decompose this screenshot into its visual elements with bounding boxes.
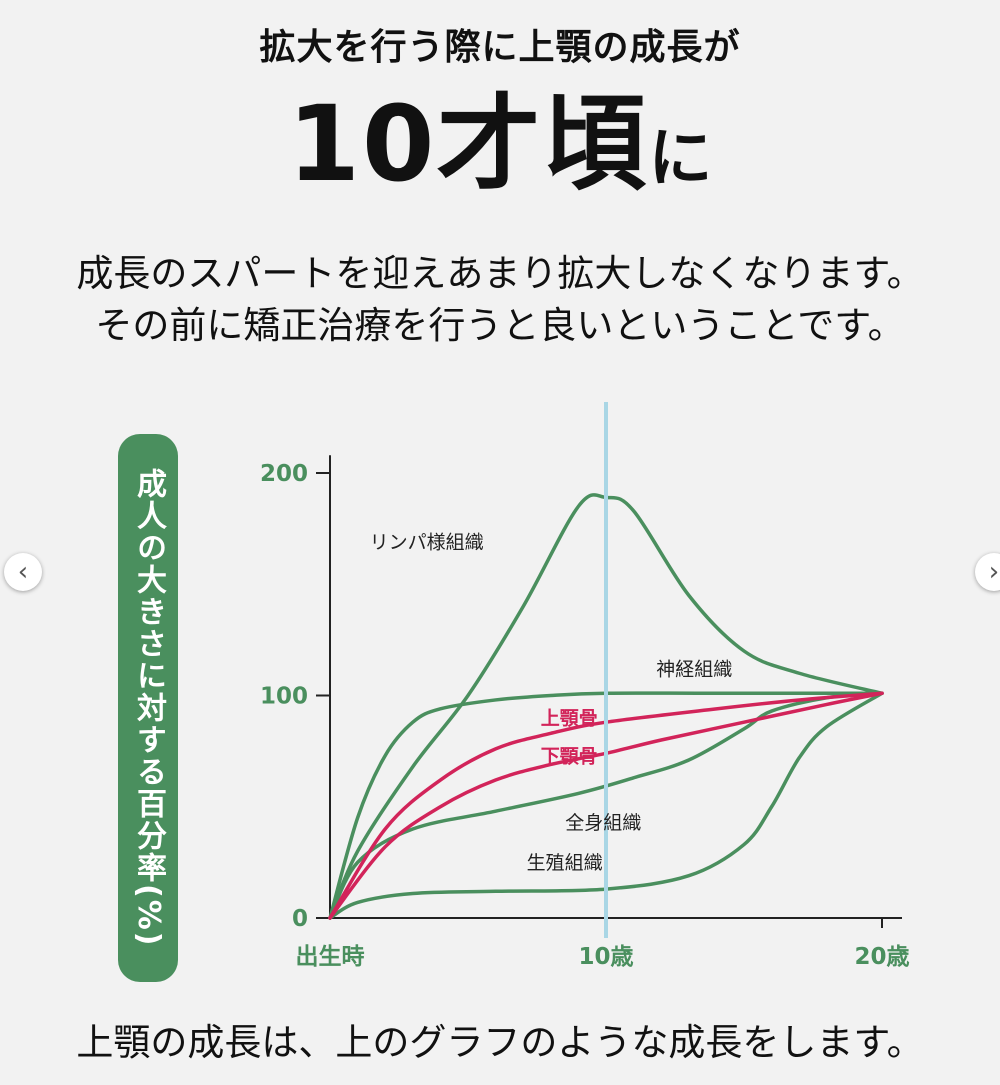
footer-caption: 上顎の成長は、上のグラフのような成長をします。	[76, 1021, 924, 1064]
y-tick-label: 100	[260, 684, 308, 710]
carousel-next-button[interactable]: ›	[975, 553, 1000, 591]
age-headline: 10才頃に	[0, 92, 1000, 196]
x-tick-label: 10歳	[578, 944, 633, 970]
series-label: 全身組織	[565, 812, 641, 834]
series-line	[328, 691, 884, 920]
lead-text: 成長のスパートを迎えあまり拡大しなくなります。 その前に矯正治療を行うと良いとい…	[0, 248, 1000, 352]
series-line	[328, 691, 884, 920]
series-line	[328, 691, 884, 920]
age-headline-main: 10才頃	[287, 83, 649, 205]
y-axis-label: 成人の大きさに対する百分率(%)	[131, 468, 166, 948]
lead-line-1: 成長のスパートを迎えあまり拡大しなくなります。	[76, 252, 924, 295]
x-tick-label: 出生時	[296, 944, 365, 970]
y-axis-label-pill: 成人の大きさに対する百分率(%)	[118, 434, 178, 982]
headline: 拡大を行う際に上顎の成長が	[259, 27, 741, 68]
y-tick-label: 0	[292, 906, 308, 932]
chevron-right-icon: ›	[988, 557, 1000, 587]
series-label: 上顎骨	[541, 707, 598, 729]
chevron-left-icon: ‹	[17, 557, 29, 587]
series-line	[328, 691, 884, 920]
lead-line-2: その前に矯正治療を行うと良いということです。	[95, 304, 905, 347]
x-tick-label: 20歳	[854, 944, 909, 970]
series-label: 生殖組織	[527, 852, 603, 874]
series-label: 神経組織	[656, 658, 732, 680]
age-headline-tail: に	[648, 122, 713, 196]
series-line	[328, 493, 884, 920]
series-label: リンパ様組織	[370, 532, 484, 554]
series-label: 下顎骨	[541, 745, 598, 767]
carousel-prev-button[interactable]: ‹	[4, 553, 42, 591]
y-tick-label: 200	[260, 461, 308, 487]
